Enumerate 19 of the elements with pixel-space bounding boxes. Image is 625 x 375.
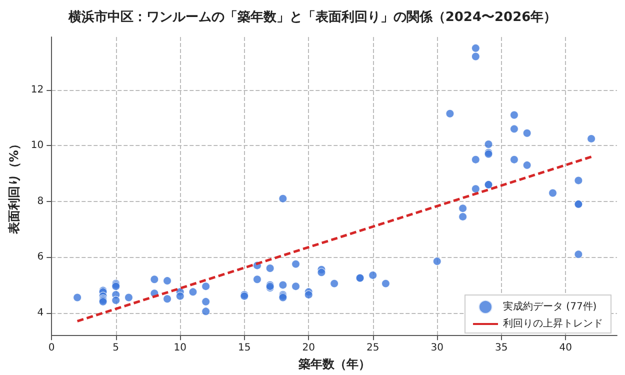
x-tick-label: 10: [174, 342, 186, 354]
y-tick-label: 12: [30, 84, 44, 96]
x-tick-label: 40: [559, 342, 572, 354]
x-tick-label: 15: [238, 342, 251, 354]
chart-title: 横浜市中区：ワンルームの「築年数」と「表面利回り」の関係（2024〜2026年）: [67, 9, 557, 25]
y-tick-label: 8: [37, 196, 44, 207]
legend-label: 実成約データ (77件): [503, 300, 597, 312]
y-tick-label: 4: [37, 307, 44, 318]
legend-label: 利回りの上昇トレンド: [503, 318, 603, 330]
x-tick-label: 20: [302, 342, 315, 354]
x-tick-label: 25: [366, 342, 380, 354]
y-axis-title: 表面利回り（%）: [7, 138, 21, 236]
x-tick-label: 5: [112, 342, 120, 354]
y-tick-label: 10: [30, 140, 44, 152]
y-tick-label: 6: [37, 252, 44, 263]
x-tick-label: 35: [494, 342, 508, 354]
x-tick-label: 0: [48, 342, 55, 354]
x-tick-label: 30: [430, 342, 444, 354]
x-axis-title: 築年数（年）: [297, 357, 370, 371]
